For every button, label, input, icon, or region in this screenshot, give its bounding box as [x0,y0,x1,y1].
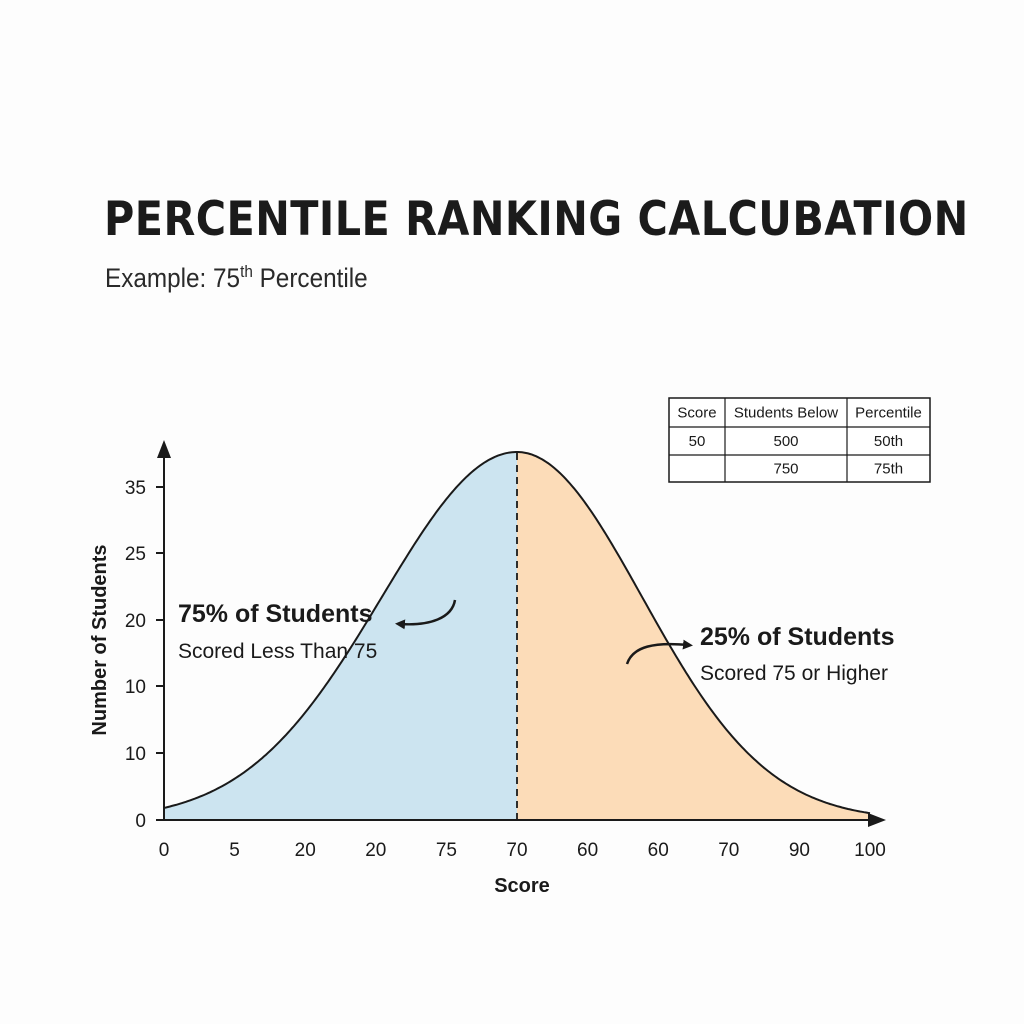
area-left-series [164,452,517,820]
y-tick-label: 0 [135,811,146,832]
x-tick-label: 20 [295,840,316,861]
y-axis-arrow [157,440,171,458]
left-annotation-subtitle: Scored Less Than 75 [178,640,377,663]
data-table: Score Students Below Percentile 50 500 50th 75… [668,397,931,483]
table-cell: 500 [773,433,798,450]
table-header-cell: Percentile [855,405,922,422]
right-annotation-subtitle: Scored 75 or Higher [700,662,888,685]
table-cell: 50th [874,433,903,450]
y-tick-label: 10 [125,744,146,765]
left-annotation-arrow [395,599,457,630]
x-tick-label: 70 [718,840,739,861]
x-tick-label: 75 [436,840,457,861]
x-tick-label: 60 [648,840,669,861]
y-tick-label: 25 [125,544,146,565]
y-tick-label: 20 [125,611,146,632]
x-tick-label: 90 [789,840,810,861]
page-subtitle: Example: 75th Percentile [105,262,368,294]
page-title: PERCENTILE RANKING CALCUBATION [104,192,969,247]
table-cell: 50 [689,433,706,450]
distribution-curve [163,451,871,815]
x-axis-arrow [868,813,886,827]
subtitle-suffix: Percentile [252,263,368,293]
subtitle-prefix: Example: 75 [105,263,241,293]
table-border [668,397,931,483]
table-cell: 750 [773,461,798,478]
x-tick-label: 70 [506,840,527,861]
x-tick-label: 5 [229,840,240,861]
right-annotation-arrow [625,639,693,665]
x-tick-label: 0 [159,840,170,861]
x-ticks: 0 5 20 20 75 70 60 60 70 90 100 [159,840,886,861]
y-tick-label: 10 [125,677,146,698]
left-annotation-title: 75% of Students [178,600,372,628]
x-axis-title: Score [494,875,550,897]
table-header-cell: Students Below [734,405,838,422]
subtitle-superscript: th [240,262,253,281]
x-tick-label: 100 [854,840,886,861]
x-tick-label: 60 [577,840,598,861]
x-tick-label: 20 [365,840,386,861]
y-axis-title: Number of Students [89,544,111,735]
y-ticks: 0 10 10 20 25 35 [125,478,164,832]
area-right-series [517,452,870,820]
y-tick-label: 35 [125,478,146,499]
table-cell: 75th [874,461,903,478]
table-header-cell: Score [677,405,716,422]
right-annotation-title: 25% of Students [700,623,894,651]
